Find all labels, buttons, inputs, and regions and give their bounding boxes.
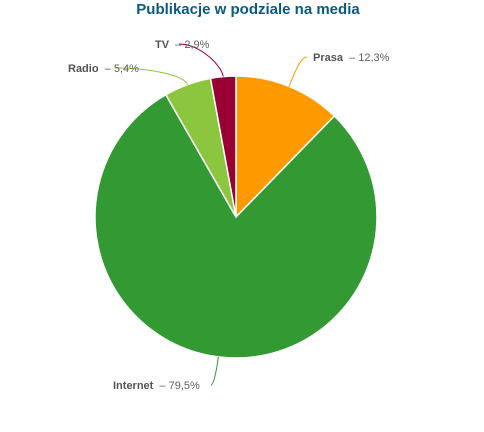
data-label-name: Radio	[68, 63, 99, 75]
data-label-radio: Radio – 5,4%	[68, 63, 139, 75]
data-labels: Prasa – 12,3% Internet – 79,5% Radio – 5,4…	[68, 39, 390, 392]
data-label-value: – 2,9%	[169, 39, 210, 51]
chart-title: Publikacje w podziale na media	[136, 1, 360, 18]
connector-tv	[178, 43, 224, 77]
pie-slices	[94, 75, 378, 359]
label-connectors	[115, 43, 308, 386]
data-label-internet: Internet – 79,5%	[113, 380, 200, 392]
data-label-name: Prasa	[313, 52, 344, 64]
data-label-value: – 12,3%	[343, 52, 390, 64]
data-label-tv: TV – 2,9%	[155, 39, 210, 51]
connector-radio	[115, 67, 188, 85]
pie-slice-internet[interactable]	[94, 93, 378, 359]
data-label-value: – 5,4%	[99, 63, 140, 75]
connector-prasa	[288, 56, 308, 87]
data-label-prasa: Prasa – 12,3%	[313, 52, 390, 64]
data-label-value: – 79,5%	[153, 380, 200, 392]
data-label-name: Internet	[113, 380, 154, 392]
connector-internet	[210, 356, 219, 386]
data-label-name: TV	[155, 39, 170, 51]
